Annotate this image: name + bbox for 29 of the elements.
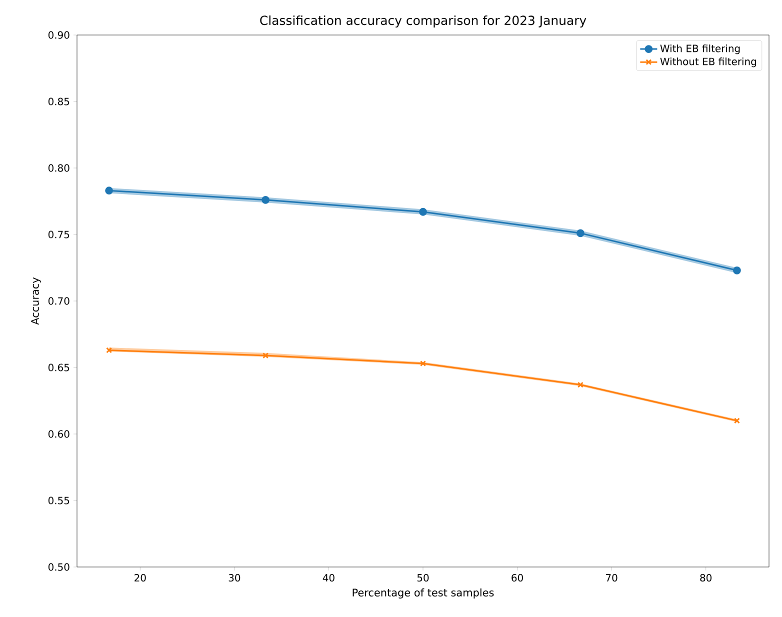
point	[733, 266, 741, 274]
y-tick-label: 0.60	[48, 430, 70, 438]
y-tick-label: 0.70	[48, 297, 70, 305]
point	[420, 360, 426, 367]
x-tick-label: 40	[322, 574, 334, 582]
x-tick-label: 70	[606, 574, 618, 582]
y-axis-title: Accuracy	[31, 277, 41, 325]
legend-label: Without EB filtering	[660, 58, 756, 68]
y-tick-label: 0.50	[48, 563, 70, 571]
point	[105, 186, 114, 195]
point	[262, 352, 269, 359]
x-axis-title: Percentage of test samples	[352, 588, 494, 599]
chart-title: Classification accuracy comparison for 2023 January	[260, 15, 586, 28]
y-tick-label: 0.85	[48, 98, 70, 106]
y-tick-label: 0.65	[48, 364, 70, 372]
point	[577, 382, 584, 388]
x-tick-label: 60	[512, 574, 523, 582]
y-tick-label: 0.55	[48, 496, 70, 504]
legend-label: With EB filtering	[660, 44, 740, 54]
x-tick-label: 80	[700, 574, 712, 582]
point	[419, 208, 427, 216]
point	[262, 196, 270, 204]
y-tick-label: 0.90	[48, 31, 70, 39]
x-tick-label: 30	[228, 574, 240, 582]
x-tick-label: 50	[417, 574, 429, 582]
point	[576, 229, 584, 238]
y-tick-label: 0.80	[48, 164, 70, 172]
y-tick-label: 0.75	[48, 230, 70, 238]
x-tick-label: 20	[134, 574, 146, 582]
